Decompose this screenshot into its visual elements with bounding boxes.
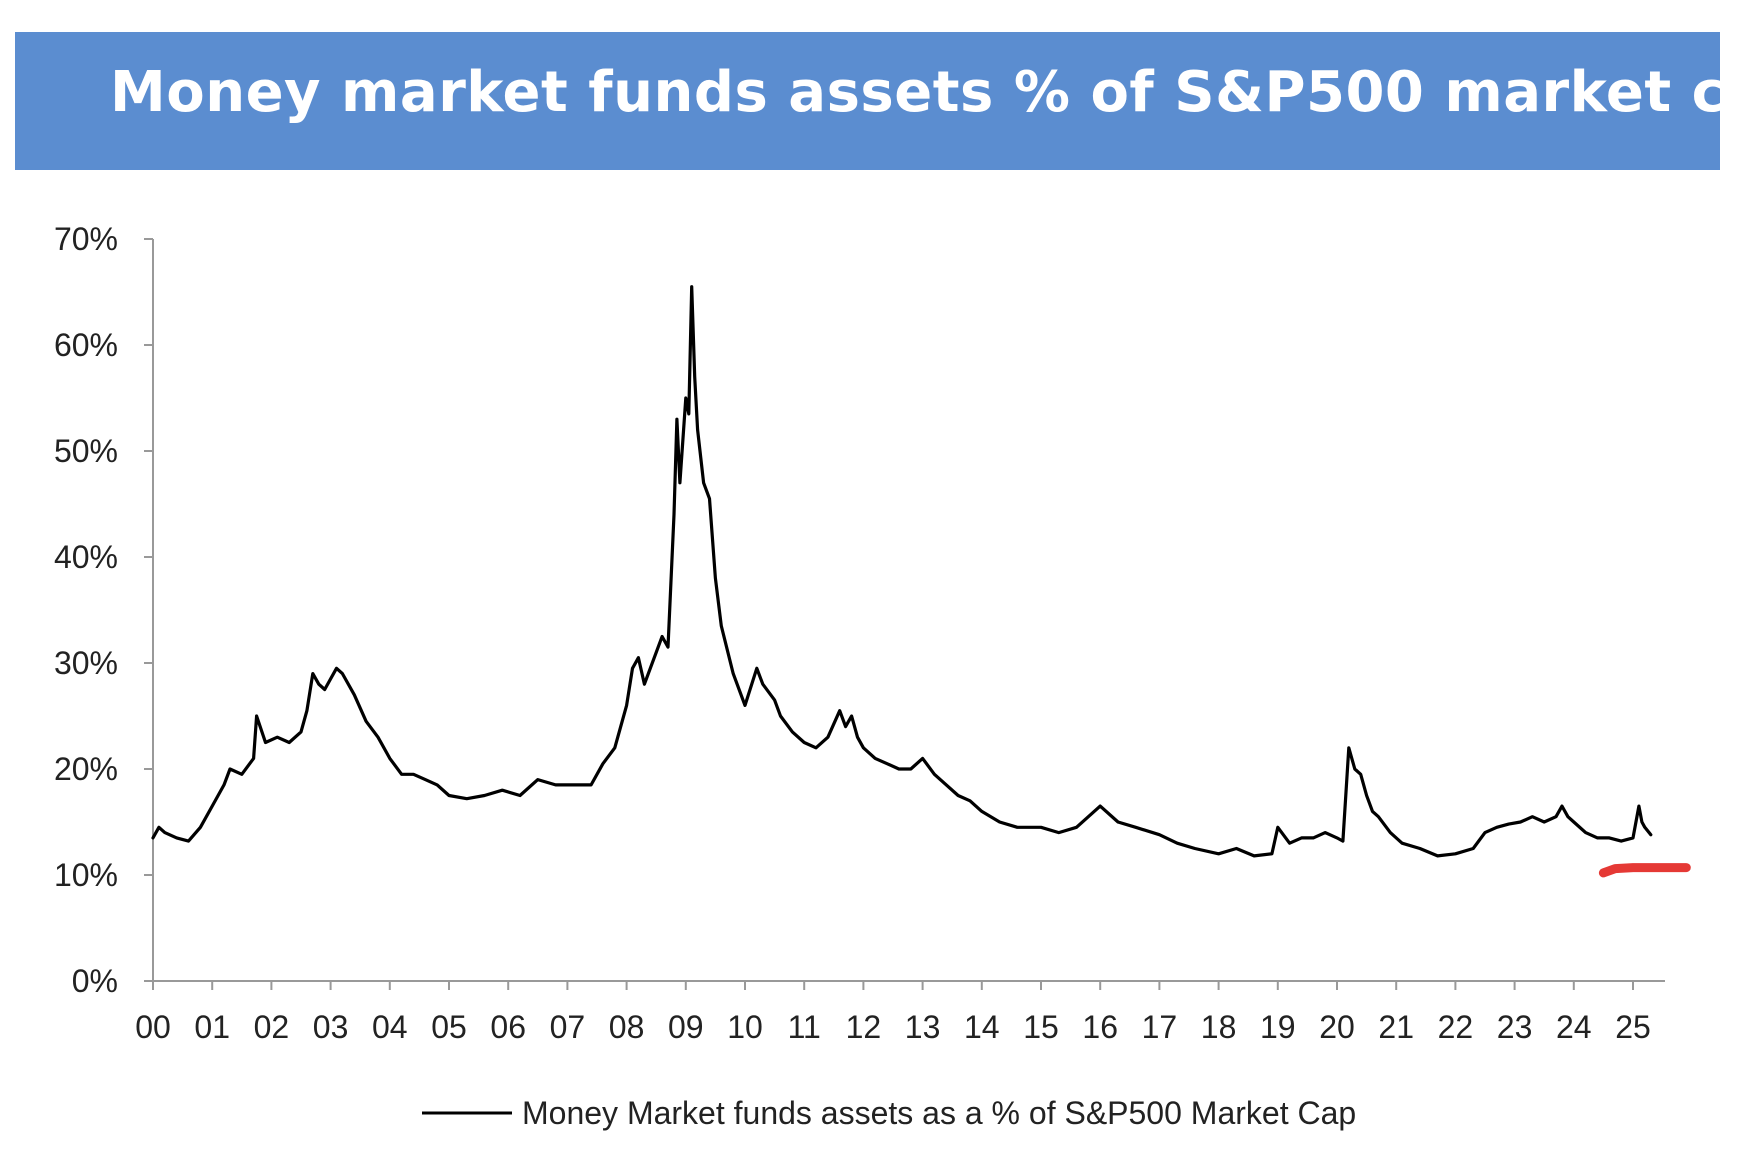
- x-tick-label: 19: [1260, 1009, 1296, 1045]
- y-tick-label: 0%: [72, 963, 118, 999]
- y-tick-label: 60%: [54, 327, 118, 363]
- x-tick-label: 23: [1497, 1009, 1533, 1045]
- x-tick-label: 25: [1615, 1009, 1651, 1045]
- x-tick-label: 05: [431, 1009, 467, 1045]
- x-tick-label: 10: [727, 1009, 763, 1045]
- series-layer: [151, 285, 1691, 878]
- x-tick-label: 08: [609, 1009, 645, 1045]
- x-tick-label: 24: [1556, 1009, 1592, 1045]
- series-line-money-market: [151, 285, 1653, 858]
- legend-label: Money Market funds assets as a % of S&P5…: [522, 1095, 1356, 1131]
- x-tick-label: 16: [1082, 1009, 1118, 1045]
- x-tick-label: 21: [1378, 1009, 1414, 1045]
- x-tick-label: 14: [964, 1009, 1000, 1045]
- y-tick-label: 40%: [54, 539, 118, 575]
- legend: Money Market funds assets as a % of S&P5…: [422, 1095, 1356, 1131]
- y-tick-label: 20%: [54, 751, 118, 787]
- y-tick-label: 30%: [54, 645, 118, 681]
- x-tick-label: 09: [668, 1009, 704, 1045]
- chart-title: Money market funds assets % of S&P500 ma…: [110, 60, 1740, 125]
- x-tick-label: 02: [254, 1009, 290, 1045]
- x-tick-label: 07: [550, 1009, 586, 1045]
- x-tick-label: 00: [135, 1009, 171, 1045]
- x-tick-label: 12: [846, 1009, 882, 1045]
- y-tick-label: 50%: [54, 433, 118, 469]
- red-annotation-line: [1598, 863, 1691, 878]
- x-tick-label: 20: [1319, 1009, 1355, 1045]
- y-tick-label: 70%: [54, 221, 118, 257]
- x-tick-label: 06: [490, 1009, 526, 1045]
- x-tick-label: 01: [194, 1009, 230, 1045]
- x-tick-label: 18: [1201, 1009, 1237, 1045]
- x-axis-tick-labels: 00 01 02 03 04 05 06 07 08 09 10 11 12 13 14 15 16 17 18 19…: [135, 1009, 1651, 1045]
- x-tick-label: 11: [788, 1009, 821, 1045]
- x-tick-label: 04: [372, 1009, 408, 1045]
- x-tick-label: 03: [313, 1009, 349, 1045]
- y-axis-tick-labels: 0% 10% 20% 30% 40% 50% 60% 70%: [54, 221, 118, 999]
- chart-axes: [144, 238, 1665, 990]
- x-tick-label: 22: [1438, 1009, 1474, 1045]
- y-tick-label: 10%: [54, 857, 118, 893]
- x-tick-label: 15: [1023, 1009, 1059, 1045]
- x-tick-label: 17: [1142, 1009, 1178, 1045]
- title-banner: Money market funds assets % of S&P500 ma…: [15, 32, 1740, 170]
- x-tick-label: 13: [905, 1009, 941, 1045]
